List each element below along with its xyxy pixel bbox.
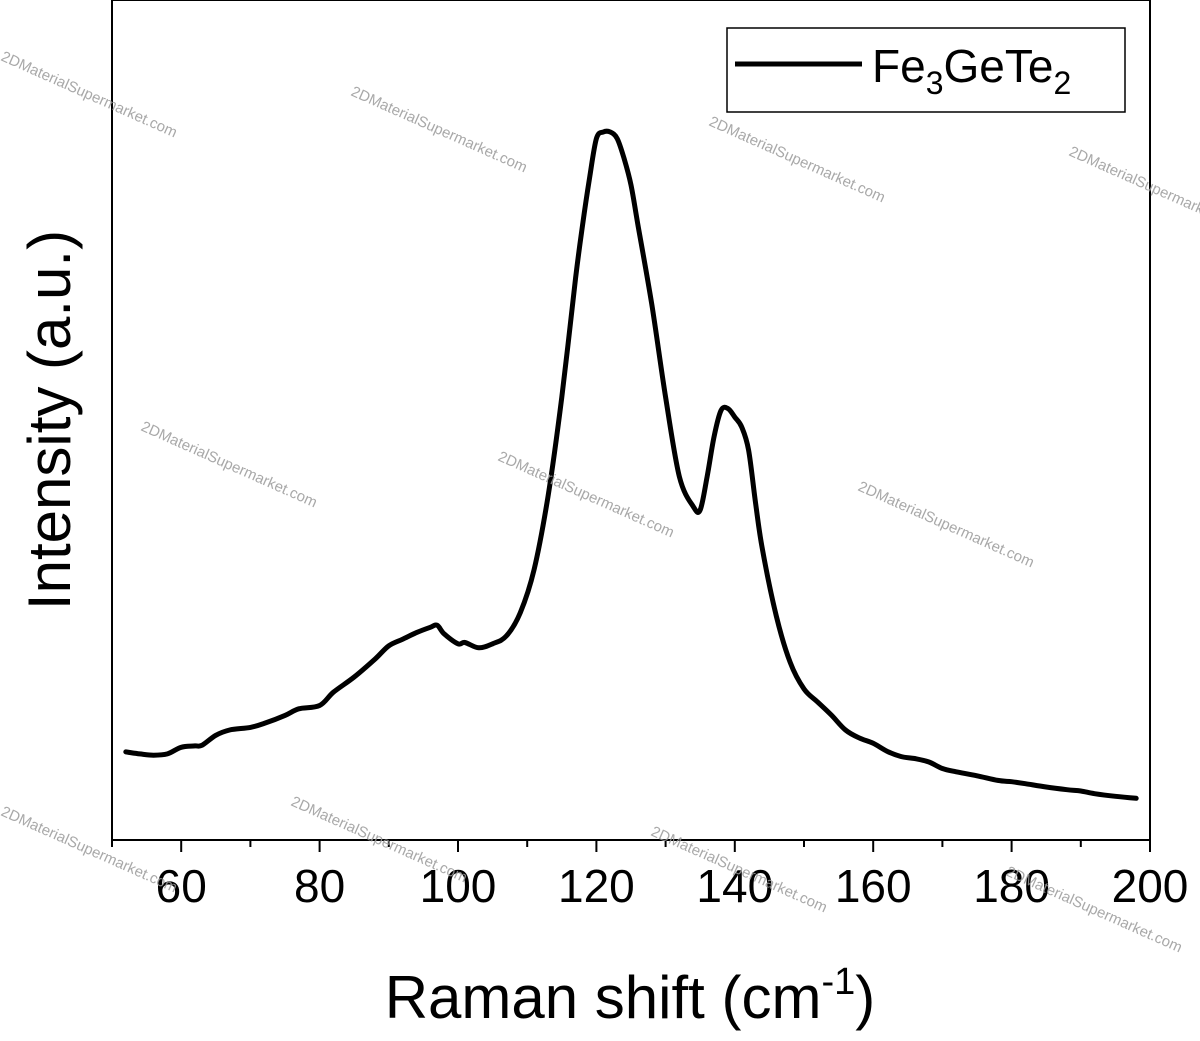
x-tick-label: 80 [294, 860, 345, 912]
x-tick-label: 100 [420, 860, 497, 912]
y-axis-title: Intensity (a.u.) [16, 230, 83, 610]
x-axis-title-main: Raman shift (cm [385, 964, 822, 1031]
x-axis-title-close: ) [855, 964, 875, 1031]
plot-frame [111, 0, 1151, 841]
watermark-text: 2DMaterialSupermarket.com [0, 48, 180, 141]
legend-label: Fe3GeTe2 [872, 40, 1071, 101]
x-axis-ticks [111, 840, 1151, 852]
legend: Fe3GeTe2 [726, 27, 1126, 113]
x-axis-title-superscript: -1 [821, 961, 855, 1003]
watermark-text: 2DMaterialSupermarket.com [348, 83, 529, 176]
legend-box [726, 27, 1126, 113]
watermark-text: 2DMaterialSupermarket.com [0, 803, 180, 896]
legend-label-part: Ge [943, 40, 1004, 92]
x-tick-label: 160 [835, 860, 912, 912]
watermark-text: 2DMaterialSupermarket.com [855, 478, 1036, 571]
x-tick-label: 140 [696, 860, 773, 912]
series-line-fe3gete2 [123, 128, 1139, 801]
watermark-text: 2DMaterialSupermarket.com [138, 418, 319, 511]
legend-label-subscript: 2 [1053, 65, 1071, 101]
legend-label-part: Fe [872, 40, 926, 92]
watermark-text: 2DMaterialSupermarket.com [706, 113, 887, 206]
watermark-text: 2DMaterialSupermarket.com [495, 448, 676, 541]
legend-label-subscript: 3 [926, 65, 944, 101]
watermarks: 2DMaterialSupermarket.com 2DMaterialSuper… [0, 48, 1200, 956]
x-axis-tick-labels: 60 80 100 120 140 160 180 200 [156, 860, 1189, 912]
x-axis-title: Raman shift (cm-1) [385, 961, 876, 1031]
x-tick-label: 180 [973, 860, 1050, 912]
x-tick-label: 200 [1112, 860, 1189, 912]
watermark-text: 2DMaterialSupermarket.com [1066, 143, 1200, 236]
legend-label-part: Te [1005, 40, 1054, 92]
x-tick-label: 120 [558, 860, 635, 912]
x-tick-label: 60 [156, 860, 207, 912]
